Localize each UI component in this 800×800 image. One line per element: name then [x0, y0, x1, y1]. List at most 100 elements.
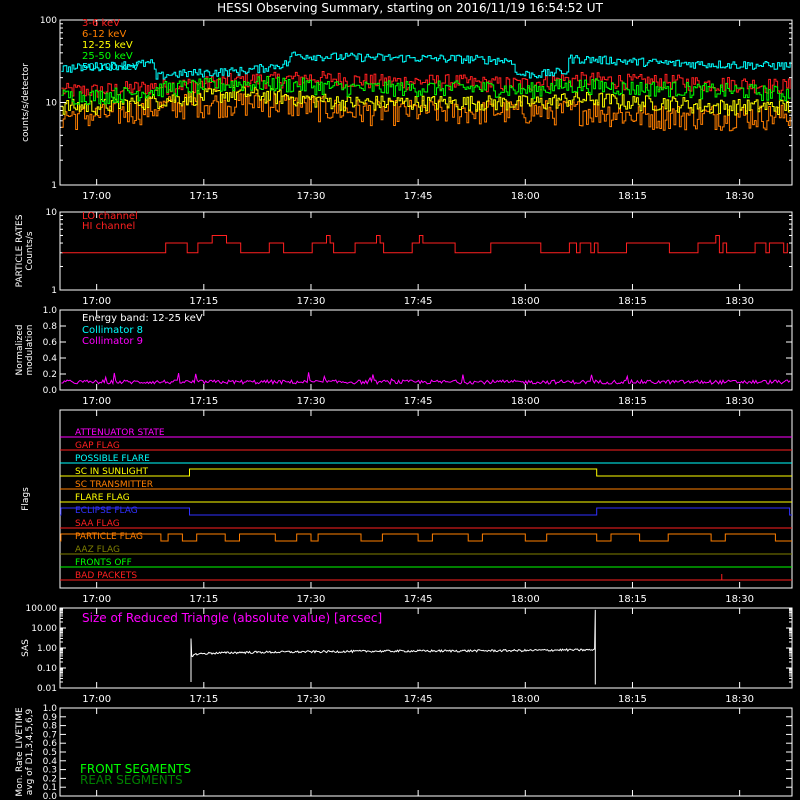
- modulation-x-tick-label: 18:00: [511, 396, 540, 407]
- livetime-y-tick-label: 0.5: [43, 748, 57, 758]
- livetime-y-tick-label: 0.8: [43, 722, 58, 732]
- modulation-ylabel: Normalized modulation: [15, 324, 35, 375]
- count_rates-legend-entry: 6-12 keV: [82, 29, 126, 40]
- sas-x-tick-label: 17:45: [404, 694, 433, 705]
- modulation-frame: [59, 309, 793, 391]
- count_rates-x-tick-label: 17:45: [404, 191, 433, 202]
- count-rate-series-3-6-kev: [61, 71, 791, 98]
- modulation-x-tick-label: 17:15: [189, 396, 218, 407]
- flag-label: FRONTS OFF: [75, 558, 132, 568]
- flags-frame: [59, 409, 793, 589]
- modulation-x-tick-label: 18:15: [618, 396, 647, 407]
- flag-label: GAP FLAG: [75, 441, 120, 451]
- flags-x-tick-label: 18:30: [725, 594, 754, 605]
- livetime-ylabel-line: avg of D1,3,4,5,6,9: [25, 708, 35, 795]
- livetime-y-tick-label: 0.4: [43, 757, 58, 767]
- livetime-y-tick-label: 0.0: [43, 792, 58, 800]
- modulation-x-tick-label: 17:00: [82, 396, 111, 407]
- particle_rates-x-tick-label: 17:15: [189, 296, 218, 307]
- particle_rates-frame: [59, 211, 793, 291]
- flag-label: SAA FLAG: [75, 519, 120, 529]
- flag-line-sc-in-sunlight: [60, 468, 792, 477]
- flag-line-particle-flag: [60, 533, 792, 542]
- flag-label: BAD PACKETS: [75, 571, 137, 581]
- modulation-x-tick-label: 18:30: [725, 396, 754, 407]
- figure-title: HESSI Observing Summary, starting on 201…: [217, 1, 603, 15]
- flag-label: SC TRANSMITTER: [75, 480, 153, 490]
- particle_rates-x-tick-label: 17:00: [82, 296, 111, 307]
- count_rates-legend-entry: 3-6 keV: [82, 18, 120, 29]
- count_rates-y-tick-label: 100: [40, 16, 57, 26]
- count_rates-y-tick-label: 1: [51, 181, 57, 191]
- flag-label: PARTICLE FLAG: [75, 532, 143, 542]
- count-rate-series-6-12-kev: [61, 91, 791, 132]
- modulation-y-tick-label: 1.0: [43, 306, 58, 316]
- modulation-y-tick-label: 0.6: [43, 338, 58, 348]
- count_rates-x-tick-label: 18:00: [511, 191, 540, 202]
- count_rates-y-tick-label: 10: [46, 99, 58, 109]
- livetime-y-tick-label: 0.9: [43, 713, 58, 723]
- flags-x-tick-label: 17:15: [189, 594, 218, 605]
- flags-x-tick-label: 17:00: [82, 594, 111, 605]
- sas-x-tick-label: 17:00: [82, 694, 111, 705]
- modulation-y-tick-label: 0.8: [43, 322, 58, 332]
- modulation-ylabel-line: modulation: [25, 325, 35, 376]
- livetime-ylabel-line: Mon. Rate LIVETIME: [15, 707, 25, 797]
- sas-y-tick-label: 0.01: [37, 684, 57, 694]
- count_rates-x-tick-label: 18:30: [725, 191, 754, 202]
- particle_rates-legend-entry: LO channel: [82, 211, 138, 222]
- count-rate-series-25-50-kev: [61, 76, 791, 105]
- sas-x-tick-label: 17:30: [297, 694, 326, 705]
- modulation-x-tick-label: 17:45: [404, 396, 433, 407]
- particle_rates-legend-entry: HI channel: [82, 221, 135, 232]
- flags-x-tick-label: 17:30: [297, 594, 326, 605]
- sas-x-tick-label: 18:30: [725, 694, 754, 705]
- sas-y-tick-label: 0.10: [37, 664, 57, 674]
- sas-ylabel: SAS: [21, 639, 31, 657]
- modulation-annotation: Energy band: 12-25 keV: [82, 313, 203, 324]
- flag-label: ATTENUATOR STATE: [75, 428, 165, 438]
- sas-y-tick-label: 100.00: [26, 604, 58, 614]
- flags-ylabel: Flags: [21, 487, 31, 511]
- flag-label: SC IN SUNLIGHT: [75, 467, 149, 477]
- count_rates-x-tick-label: 17:15: [189, 191, 218, 202]
- count_rates-legend-entry: 50-100 keV: [82, 62, 139, 73]
- flags-ylabel-line: Flags: [21, 487, 31, 511]
- particle_rates-x-tick-label: 17:30: [297, 296, 326, 307]
- flag-line-eclipse-flag: [60, 507, 792, 516]
- livetime-legend-front: FRONT SEGMENTS: [80, 762, 191, 776]
- particle_rates-ylabel-line: Counts/s: [25, 231, 35, 270]
- sas-ylabel-line: SAS: [21, 639, 31, 657]
- sas-y-tick-label: 1.00: [37, 644, 57, 654]
- modulation-legend-entry: Collimator 9: [82, 336, 143, 347]
- livetime-ylabel: Mon. Rate LIVETIME avg of D1,3,4,5,6,9: [15, 707, 35, 797]
- flags-x-tick-label: 18:00: [511, 594, 540, 605]
- particle_rates-y-tick-label: 1: [51, 286, 57, 296]
- count_rates-x-tick-label: 18:15: [618, 191, 647, 202]
- modulation-y-tick-label: 0.4: [43, 354, 58, 364]
- flag-label: AAZ FLAG: [75, 545, 120, 555]
- livetime-legend-rear: REAR SEGMENTS: [80, 773, 183, 787]
- sas-annotation: Size of Reduced Triangle (absolute value…: [82, 611, 382, 625]
- particle-rate-series-hi-channel: [62, 235, 788, 254]
- flag-label: FLARE FLAG: [75, 493, 130, 503]
- sas-series: [190, 609, 596, 685]
- livetime-y-tick-label: 0.7: [43, 730, 57, 740]
- livetime-y-tick-label: 1.0: [43, 704, 58, 714]
- count_rates-ylabel: counts/s/detector: [21, 63, 31, 142]
- count_rates-legend-entry: 12-25 keV: [82, 40, 133, 51]
- particle_rates-x-tick-label: 18:00: [511, 296, 540, 307]
- modulation-legend-entry: Collimator 8: [82, 325, 143, 336]
- count_rates-ylabel-line: counts/s/detector: [21, 63, 31, 142]
- particle_rates-x-tick-label: 18:30: [725, 296, 754, 307]
- particle_rates-x-tick-label: 17:45: [404, 296, 433, 307]
- sas-x-tick-label: 17:15: [189, 694, 218, 705]
- livetime-y-tick-label: 0.6: [43, 739, 58, 749]
- flags-x-tick-label: 17:45: [404, 594, 433, 605]
- livetime-y-tick-label: 0.3: [43, 766, 57, 776]
- count_rates-x-tick-label: 17:00: [82, 191, 111, 202]
- particle_rates-y-tick-label: 10: [46, 208, 58, 218]
- sas-x-tick-label: 18:00: [511, 694, 540, 705]
